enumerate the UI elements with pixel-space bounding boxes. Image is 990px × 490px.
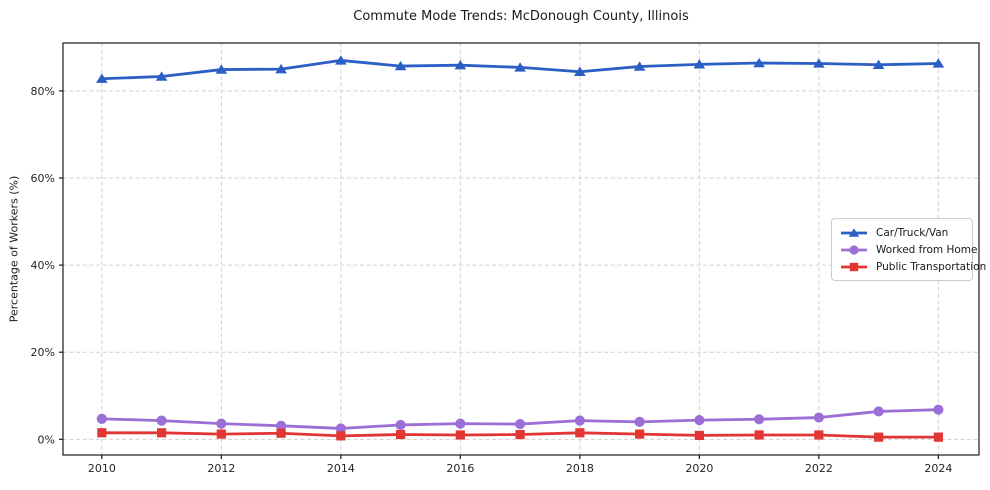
series-public-transportation bbox=[97, 428, 943, 442]
legend-swatch-square bbox=[841, 262, 867, 271]
y-tick-label: 60% bbox=[31, 172, 55, 185]
tick-labels: 2010 2012 2014 2016 2018 2020 2022 2024 0% 20% 40%… bbox=[31, 85, 953, 475]
y-tick-label: 40% bbox=[31, 259, 55, 272]
x-tick-label: 2024 bbox=[924, 462, 952, 475]
chart-title: Commute Mode Trends: McDonough County, I… bbox=[353, 9, 689, 24]
x-tick-label: 2020 bbox=[685, 462, 713, 475]
series-worked-from-home bbox=[96, 404, 944, 434]
x-tick-label: 2010 bbox=[88, 462, 116, 475]
y-tick-label: 0% bbox=[38, 433, 55, 446]
legend-item-public-transportation: Public Transportation bbox=[839, 258, 986, 275]
legend: Car/Truck/Van Worked from Home Public Tr… bbox=[831, 218, 986, 281]
legend-label: Worked from Home bbox=[876, 243, 978, 256]
x-tick-label: 2012 bbox=[207, 462, 235, 475]
x-tick-label: 2022 bbox=[805, 462, 833, 475]
x-tick-label: 2016 bbox=[446, 462, 474, 475]
x-tick-label: 2018 bbox=[566, 462, 594, 475]
tick-marks bbox=[59, 90, 939, 459]
legend-swatch-circle bbox=[841, 244, 867, 255]
axes-spines bbox=[62, 42, 980, 456]
legend-item-car-truck-van: Car/Truck/Van bbox=[839, 224, 964, 241]
legend-label: Public Transportation bbox=[876, 260, 987, 273]
legend-swatch-triangle bbox=[841, 227, 867, 237]
legend-item-worked-from-home: Worked from Home bbox=[839, 241, 977, 258]
series-car-truck-van bbox=[96, 55, 945, 83]
x-tick-label: 2014 bbox=[327, 462, 355, 475]
y-tick-label: 80% bbox=[31, 85, 55, 98]
y-tick-label: 20% bbox=[31, 346, 55, 359]
legend-label: Car/Truck/Van bbox=[876, 226, 949, 239]
